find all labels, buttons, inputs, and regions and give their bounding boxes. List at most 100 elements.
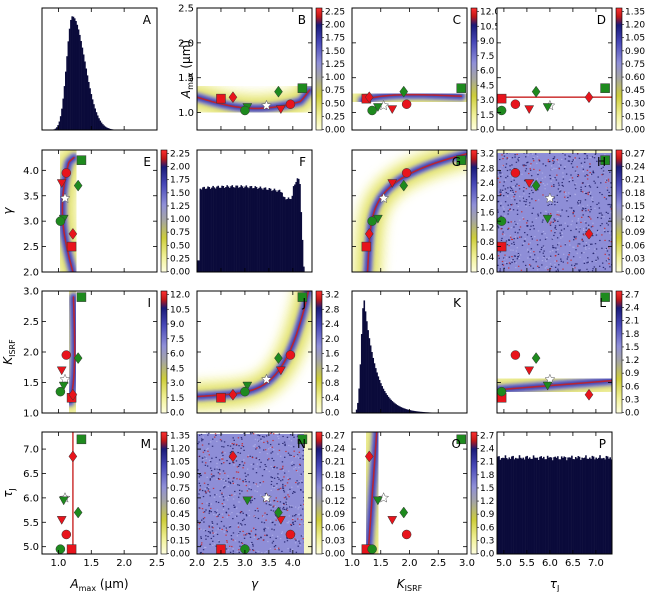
y-axis-label-amax: Amax (μm) <box>179 40 195 99</box>
density-speckle <box>554 264 556 266</box>
density-speckle <box>527 257 529 259</box>
density-speckle <box>298 525 301 527</box>
density-speckle <box>503 211 505 213</box>
density-speckle <box>289 434 292 436</box>
density-speckle <box>593 155 595 157</box>
hist-bar <box>257 189 259 272</box>
density-speckle <box>566 199 568 201</box>
density-speckle <box>518 184 520 187</box>
density-speckle <box>552 221 554 223</box>
panel-N-plot-area <box>197 432 312 554</box>
density-speckle <box>539 251 541 253</box>
density-speckle <box>286 482 289 484</box>
density-speckle <box>223 446 225 448</box>
density-speckle <box>267 527 269 529</box>
density-speckle <box>566 262 569 264</box>
density-speckle <box>206 487 208 489</box>
hist-bar <box>250 186 253 272</box>
density-speckle <box>544 176 546 178</box>
density-speckle <box>252 468 254 470</box>
density-speckle <box>270 465 272 468</box>
density-speckle <box>219 473 221 475</box>
colorbar-label: 0.6 <box>625 382 640 392</box>
hist-bar <box>507 459 509 554</box>
density-speckle <box>242 530 244 532</box>
density-speckle <box>300 473 302 475</box>
density-speckle <box>536 244 539 246</box>
density-speckle <box>499 251 502 253</box>
density-speckle <box>590 156 592 159</box>
colorbar-L <box>615 290 623 414</box>
density-speckle <box>254 533 257 535</box>
density-speckle <box>543 246 545 248</box>
hist-bar <box>76 24 79 130</box>
density-speckle <box>277 473 279 475</box>
density-speckle <box>550 165 553 167</box>
density-speckle <box>604 248 607 251</box>
density-speckle <box>529 265 532 267</box>
density-speckle <box>528 266 530 268</box>
density-speckle <box>299 457 301 459</box>
density-peak <box>361 93 463 102</box>
density-speckle <box>553 184 555 186</box>
colorbar-label: 0.75 <box>170 228 190 238</box>
density-speckle <box>510 180 513 183</box>
panel-letter-E: E <box>143 155 151 169</box>
density-speckle <box>227 475 229 477</box>
density-speckle <box>521 196 524 198</box>
density-speckle <box>558 214 560 216</box>
density-speckle <box>541 172 544 174</box>
density-speckle <box>587 257 589 259</box>
panel-frame <box>196 7 313 131</box>
colorbar-label: 4.5 <box>170 364 184 374</box>
density-speckle <box>207 450 209 452</box>
density-speckle <box>204 490 206 492</box>
density-speckle <box>281 467 284 469</box>
density-speckle <box>198 522 201 525</box>
marker-green-square <box>76 434 87 445</box>
density-speckle <box>290 523 292 526</box>
hist-bar <box>532 455 535 554</box>
density-speckle <box>227 485 229 487</box>
density-speckle <box>502 185 505 187</box>
x-tick-label: 2.0 <box>189 558 205 569</box>
density-speckle <box>558 165 560 167</box>
density-speckle <box>534 236 536 238</box>
density-speckle <box>263 436 265 438</box>
density-speckle <box>286 537 288 540</box>
density-speckle <box>208 487 210 489</box>
density-speckle <box>248 532 250 535</box>
density-speckle <box>290 524 293 527</box>
density-speckle <box>532 158 534 160</box>
density-speckle <box>563 168 566 170</box>
density-speckle <box>249 455 251 457</box>
hist-bar <box>531 458 534 554</box>
colorbar-label: 0.0 <box>325 409 340 419</box>
density-speckle <box>604 268 606 270</box>
density-speckle <box>575 226 578 228</box>
density-speckle <box>608 247 610 249</box>
density-speckle <box>291 464 293 467</box>
density-speckle <box>573 215 576 217</box>
density-speckle <box>299 545 302 547</box>
density-speckle <box>221 528 223 530</box>
density-speckle <box>231 512 233 514</box>
density-speckle <box>548 203 551 205</box>
panel-K: K <box>351 290 468 414</box>
marker-green-square <box>600 155 610 165</box>
density-speckle <box>210 511 212 513</box>
density-speckle <box>280 480 282 482</box>
density-speckle <box>589 193 591 195</box>
density-speckle <box>202 518 205 520</box>
density-speckle <box>570 223 572 226</box>
density-speckle <box>518 156 520 159</box>
density-speckle <box>511 197 513 199</box>
density-speckle <box>506 158 508 160</box>
density-speckle <box>225 543 227 545</box>
density-speckle <box>601 223 603 225</box>
density-speckle <box>590 218 592 220</box>
density-speckle <box>210 470 213 472</box>
density-speckle <box>500 172 502 174</box>
density-speckle <box>236 513 238 515</box>
density-speckle <box>532 225 535 227</box>
